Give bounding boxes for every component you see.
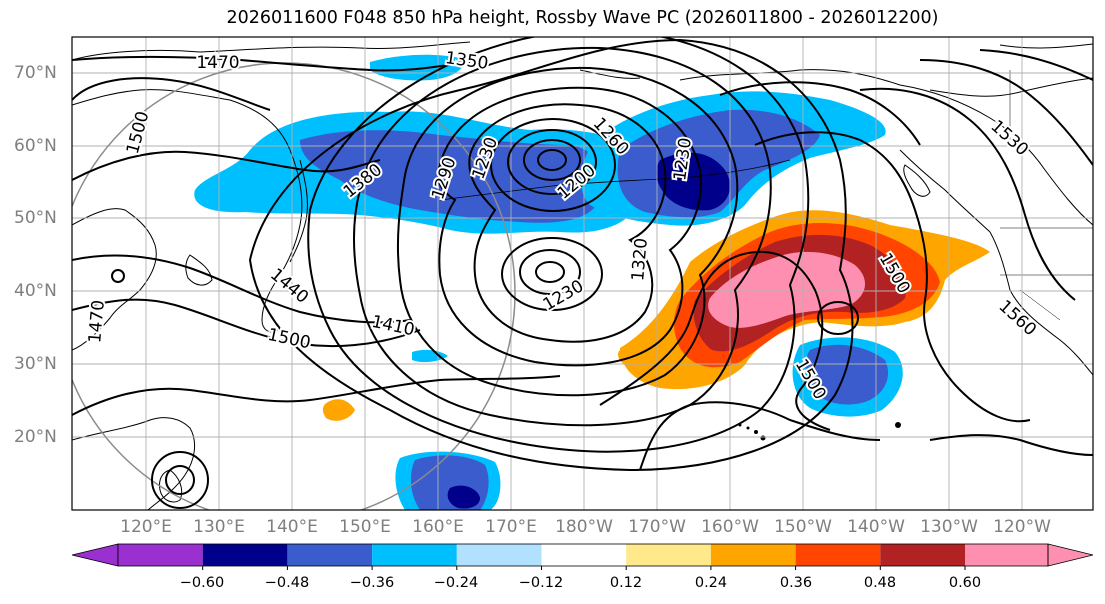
colorbar-tick--0.24: −0.24 — [433, 575, 479, 591]
colorbar-bin-red-orange — [795, 544, 881, 566]
lon-label-140w: 140°W — [847, 517, 905, 537]
colorbar-tick-0.48: 0.48 — [863, 575, 897, 591]
colorbar-bin-sky-blue — [372, 544, 457, 566]
colorbar-tick-0.36: 0.36 — [779, 575, 813, 591]
colorbar-bin-royal-blue — [287, 544, 373, 566]
colorbar-bin-pale-yellow — [626, 544, 711, 566]
colorbar-tick-0.60: 0.60 — [948, 575, 982, 591]
lon-label-130e: 130°E — [193, 517, 245, 537]
colorbar-tick--0.60: −0.60 — [179, 575, 225, 591]
lon-label-170w: 170°W — [628, 517, 686, 537]
lat-label-70n: 70°N — [14, 63, 57, 83]
colorbar-extend-high — [1047, 543, 1094, 567]
contour-label-1320: 1320 — [628, 237, 652, 282]
lon-label-150e: 150°E — [339, 517, 391, 537]
height-contours — [72, 37, 1093, 509]
colorbar-tick-0.24: 0.24 — [694, 575, 728, 591]
aleutian-islands — [439, 159, 791, 201]
lat-label-50n: 50°N — [14, 208, 57, 228]
map-frame — [71, 36, 1094, 511]
lon-label-150w: 150°W — [774, 517, 832, 537]
colorbar-bin-pink — [965, 544, 1048, 566]
negative-anomaly-east-pacific — [395, 337, 903, 510]
colorbar-tick--0.48: −0.48 — [264, 575, 310, 591]
colorbar-bin-orange — [710, 544, 796, 566]
colorbar-bin-purple — [118, 544, 203, 566]
lon-label-140e: 140°E — [266, 517, 318, 537]
lon-label-170e: 170°E — [485, 517, 537, 537]
colorbar-bin-dark-red — [880, 544, 965, 566]
lat-label-30n: 30°N — [14, 354, 57, 374]
colorbar-tick--0.36: −0.36 — [349, 575, 395, 591]
lon-label-180w: 180°W — [555, 517, 613, 537]
contour-label-1470-nw: 1470 — [196, 53, 239, 73]
lon-label-120e: 120°E — [120, 517, 172, 537]
colorbar-bin-pale-blue — [456, 544, 542, 566]
colorbar-tick-0.12: 0.12 — [609, 575, 643, 591]
lon-label-120w: 120°W — [993, 517, 1051, 537]
colorbar-extend-low — [71, 543, 119, 567]
graticule — [72, 37, 1093, 510]
map-title: 2026011600 F048 850 hPa height, Rossby W… — [226, 8, 939, 28]
colorbar-tick--0.12: −0.12 — [518, 575, 564, 591]
coastlines — [72, 41, 1093, 510]
lon-label-160e: 160°E — [412, 517, 464, 537]
lon-label-160w: 160°W — [701, 517, 759, 537]
colorbar — [71, 543, 1094, 570]
lat-label-60n: 60°N — [14, 136, 57, 156]
lon-label-130w: 130°W — [920, 517, 978, 537]
map-figure: 1470 1350 1500 1260 1230 1380 1290 1230 … — [71, 36, 1094, 511]
positive-anomaly-northeast-pacific — [322, 210, 990, 421]
colorbar-bin-white — [541, 544, 627, 566]
contour-label-1470-west: 1470 — [85, 299, 109, 344]
lat-label-40n: 40°N — [14, 281, 57, 301]
colorbar-bin-navy — [202, 544, 288, 566]
lat-label-20n: 20°N — [14, 427, 57, 447]
